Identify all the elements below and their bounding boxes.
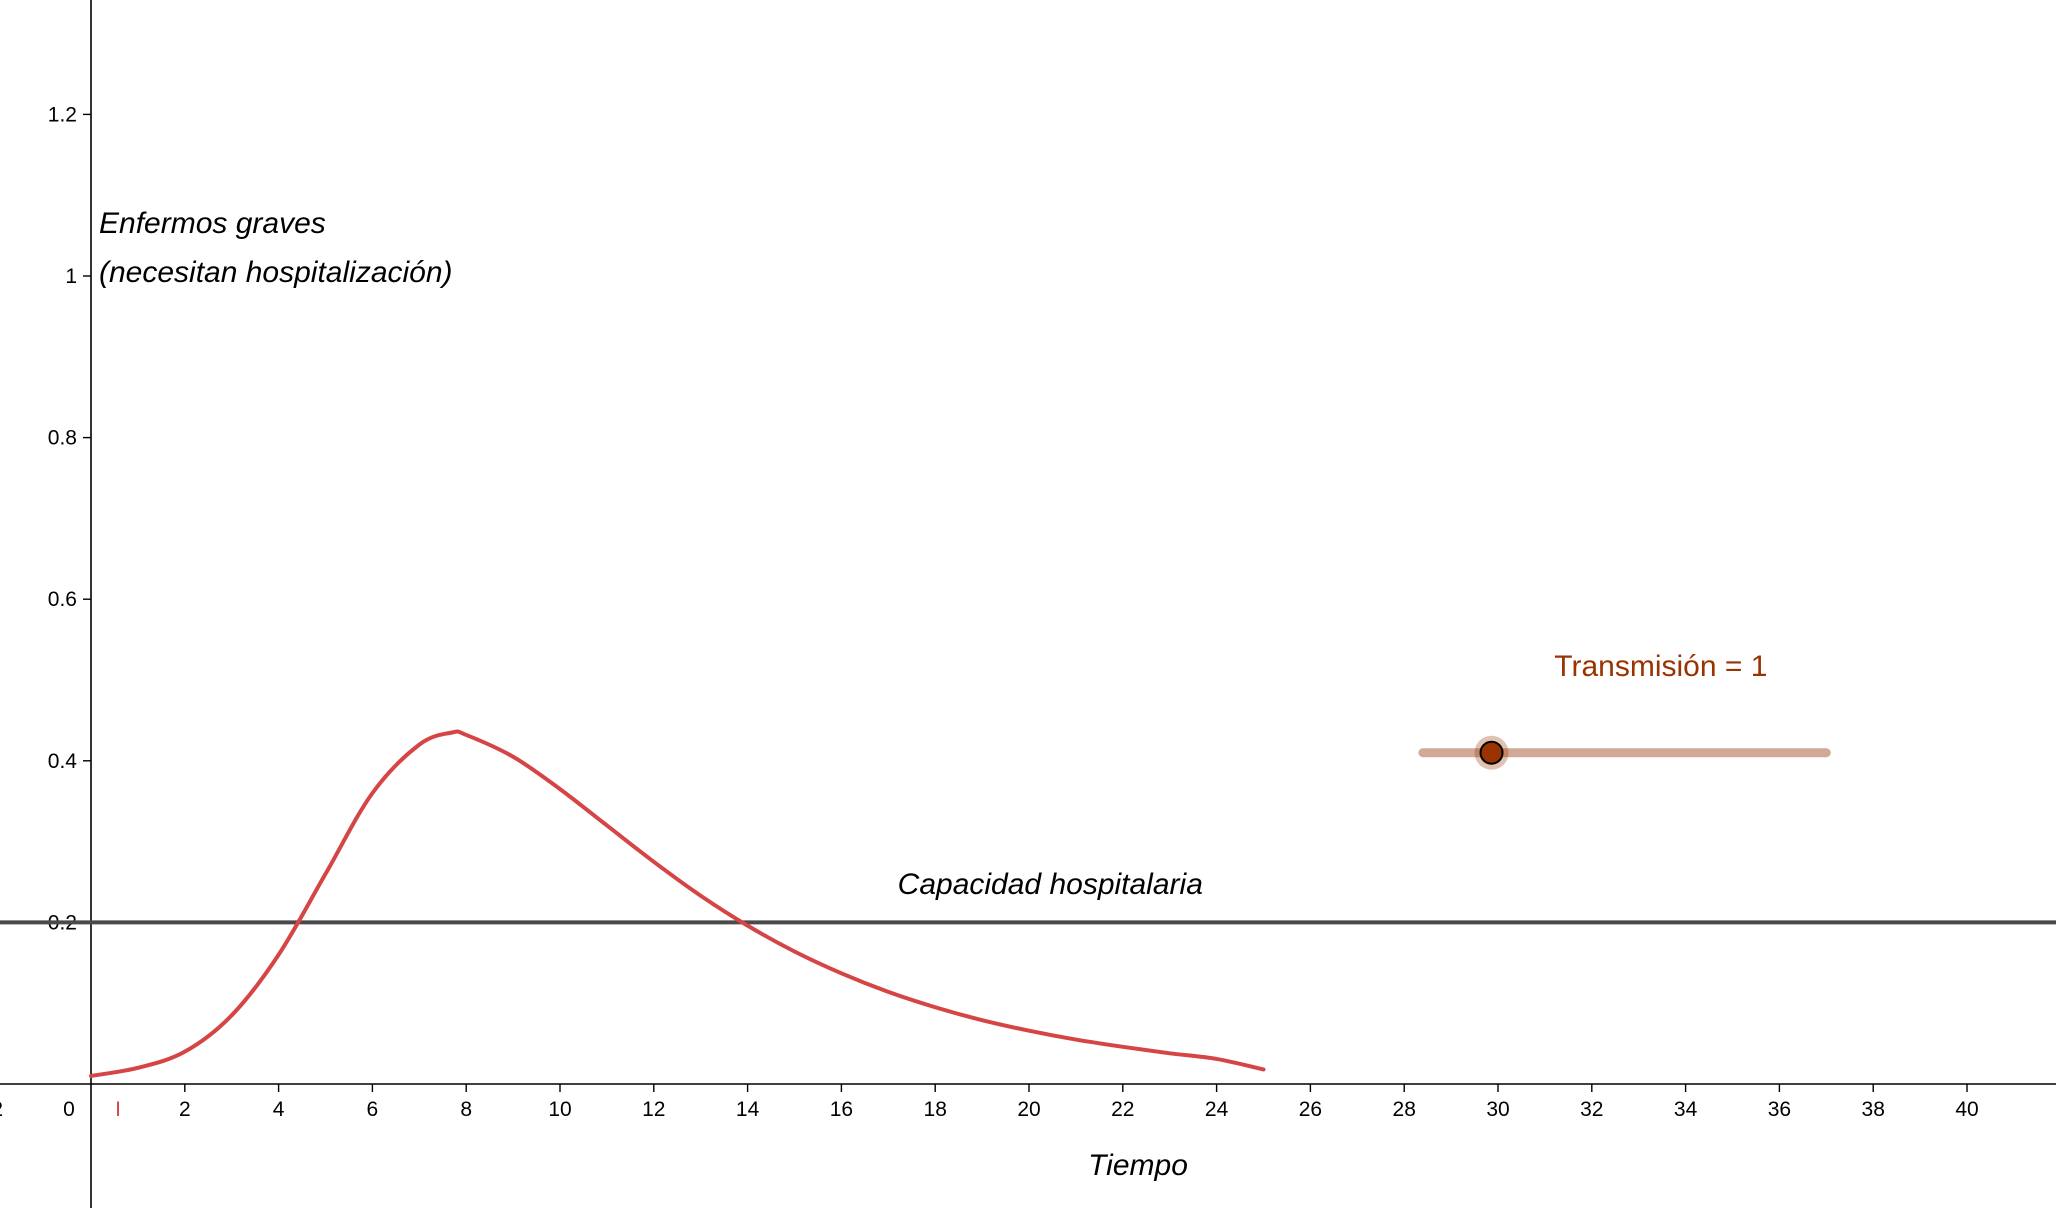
x-axis-label: Tiempo — [1088, 1149, 1188, 1182]
x-tick-label: 40 — [1955, 1098, 1978, 1121]
x-tick-label: 34 — [1674, 1098, 1698, 1121]
axis-ticks: 202468101214161820222426283032343638400.… — [0, 103, 1979, 1121]
series-line — [89, 729, 1266, 1078]
x-tick-label: 12 — [642, 1098, 665, 1121]
x-tick-label: 18 — [924, 1098, 947, 1121]
y-axis-label-line-1: Enfermos graves — [99, 207, 326, 240]
x-tick-label: 32 — [1580, 1098, 1603, 1121]
x-tick-label: 14 — [736, 1098, 760, 1121]
x-tick-label: 22 — [1111, 1098, 1134, 1121]
marker-label: I — [115, 1098, 121, 1121]
x-tick-label: 4 — [273, 1098, 285, 1121]
x-tick-label: 0 — [63, 1098, 75, 1121]
transmission-slider[interactable]: Transmisión = 1 — [1418, 650, 1831, 770]
labels-group: Enfermos graves (necesitan hospitalizaci… — [99, 207, 1203, 1182]
x-tick-label: 10 — [548, 1098, 571, 1121]
y-tick-label: 0.4 — [48, 750, 78, 773]
x-tick-label: 6 — [367, 1098, 379, 1121]
y-axis-label-line-2: (necesitan hospitalización) — [99, 256, 453, 289]
x-tick-label: 28 — [1393, 1098, 1416, 1121]
x-tick-label: 24 — [1205, 1098, 1229, 1121]
x-tick-label: 36 — [1768, 1098, 1791, 1121]
y-tick-label: 1 — [65, 265, 77, 288]
x-tick-label: 26 — [1299, 1098, 1322, 1121]
x-tick-label: 20 — [1017, 1098, 1040, 1121]
capacity-label: Capacidad hospitalaria — [898, 868, 1203, 901]
slider-knob[interactable] — [1479, 740, 1504, 765]
y-tick-label: 0.8 — [48, 427, 77, 450]
y-tick-label: 1.2 — [48, 103, 77, 126]
x-tick-label: 2 — [179, 1098, 191, 1121]
series-group: I — [89, 729, 1266, 1121]
x-tick-label: 2 — [0, 1098, 3, 1121]
y-tick-label: 0.6 — [48, 588, 77, 611]
x-tick-label: 38 — [1862, 1098, 1885, 1121]
slider-label: Transmisión = 1 — [1554, 650, 1767, 683]
x-tick-label: 8 — [460, 1098, 472, 1121]
x-tick-label: 30 — [1486, 1098, 1509, 1121]
x-tick-label: 16 — [830, 1098, 853, 1121]
